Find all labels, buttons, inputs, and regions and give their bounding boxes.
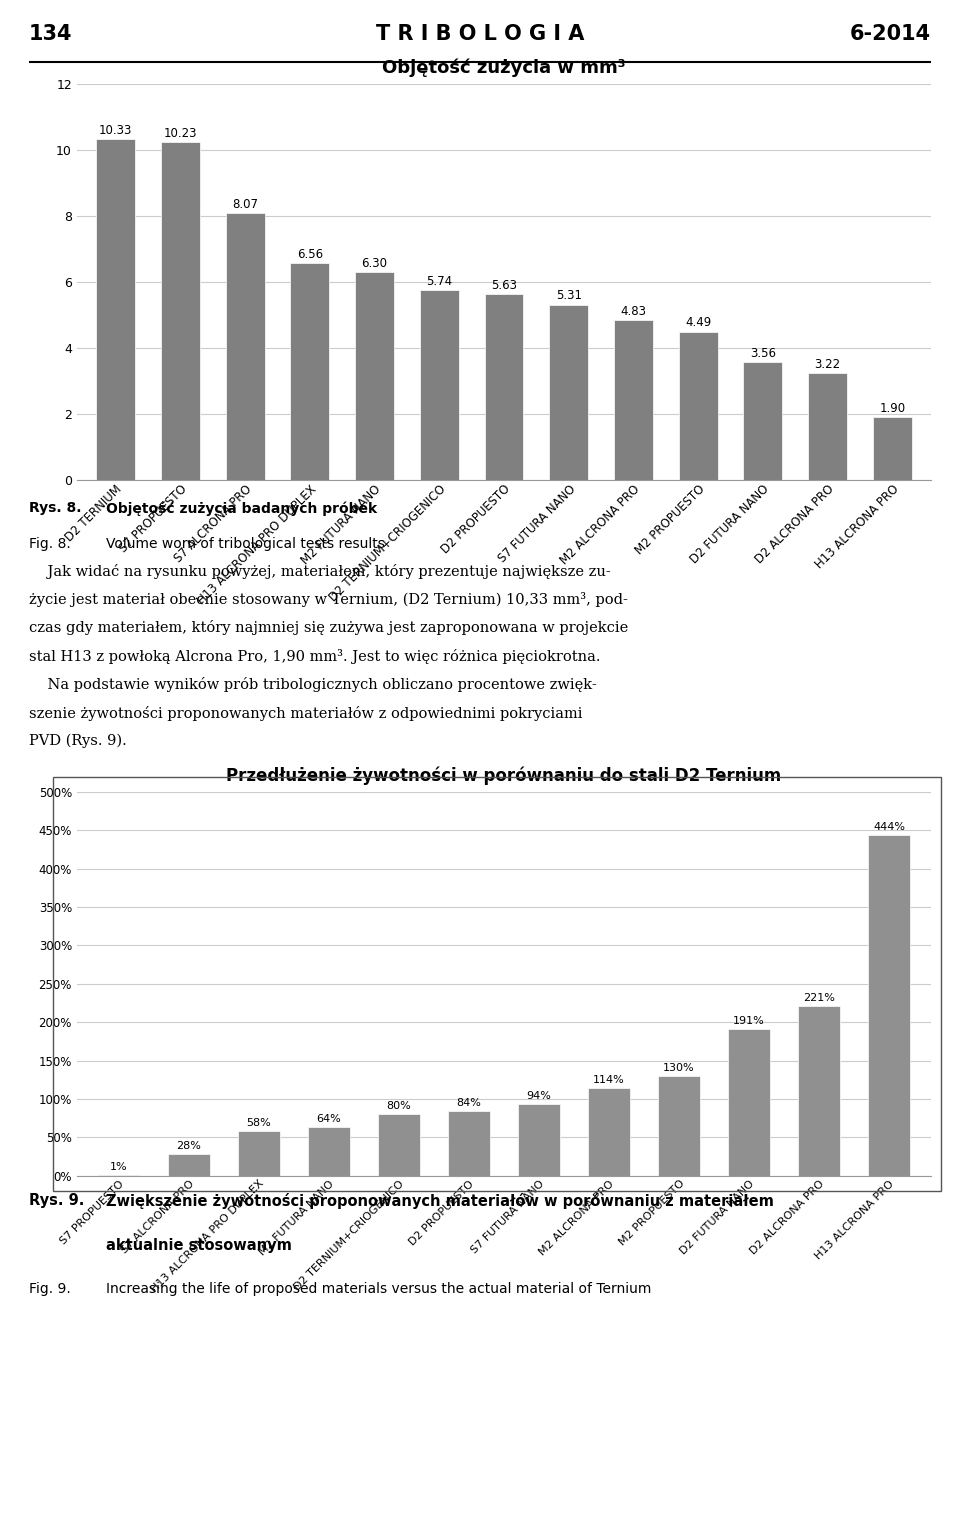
Text: stal H13 z powłoką Alcrona Pro, 1,90 mm³. Jest to więc różnica pięciokrotna.: stal H13 z powłoką Alcrona Pro, 1,90 mm³…	[29, 649, 600, 664]
Bar	[518, 1104, 560, 1176]
Bar	[873, 417, 912, 480]
Text: 5.31: 5.31	[556, 289, 582, 302]
Bar	[290, 263, 329, 480]
Text: 5.74: 5.74	[426, 276, 452, 288]
Text: 191%: 191%	[733, 1016, 765, 1027]
Bar	[226, 213, 265, 480]
Bar	[798, 1007, 840, 1176]
Text: 130%: 130%	[663, 1063, 695, 1072]
Text: Zwiększenie żywotności proponowanych materiałów w porównaniu z materiałem: Zwiększenie żywotności proponowanych mat…	[106, 1193, 774, 1209]
Text: 6-2014: 6-2014	[850, 23, 931, 44]
Bar	[614, 320, 653, 480]
Title: Przedłużenie żywotności w porównaniu do stali D2 Ternium: Przedłużenie żywotności w porównaniu do …	[227, 766, 781, 784]
Text: Fig. 8.: Fig. 8.	[29, 536, 70, 551]
Text: 4.49: 4.49	[685, 317, 711, 329]
Text: Na podstawie wyników prób tribologicznych obliczano procentowe zwięk-: Na podstawie wyników prób tribologicznyc…	[29, 678, 596, 693]
Text: 58%: 58%	[247, 1118, 272, 1129]
Text: 10.23: 10.23	[163, 126, 197, 140]
Text: 1.90: 1.90	[879, 402, 905, 414]
Text: życie jest materiał obecnie stosowany w Ternium, (D2 Ternium) 10,33 mm³, pod-: życie jest materiał obecnie stosowany w …	[29, 592, 628, 608]
Title: Objętość zużycia w mm³: Objętość zużycia w mm³	[382, 58, 626, 76]
Bar	[308, 1127, 350, 1176]
Bar	[549, 305, 588, 480]
Bar	[485, 294, 523, 480]
Bar	[868, 835, 910, 1176]
Bar	[420, 291, 459, 480]
Text: 134: 134	[29, 23, 72, 44]
Text: Rys. 9.: Rys. 9.	[29, 1193, 84, 1208]
Text: 10.33: 10.33	[99, 123, 132, 137]
Text: aktualnie stosowanym: aktualnie stosowanym	[106, 1238, 292, 1253]
Text: T R I B O L O G I A: T R I B O L O G I A	[375, 23, 585, 44]
Bar	[378, 1115, 420, 1176]
Bar	[588, 1089, 630, 1176]
Bar	[161, 142, 200, 480]
Text: 444%: 444%	[874, 822, 905, 832]
Bar	[96, 139, 135, 480]
Bar	[808, 373, 847, 480]
Text: czas gdy materiałem, który najmniej się zużywa jest zaproponowana w projekcie: czas gdy materiałem, który najmniej się …	[29, 620, 628, 635]
Text: 94%: 94%	[527, 1090, 551, 1101]
Bar	[658, 1075, 700, 1176]
Text: Objętość zużycia badanych próbek: Objętość zużycia badanych próbek	[106, 501, 376, 516]
Text: 221%: 221%	[804, 993, 835, 1004]
Text: Increasing the life of proposed materials versus the actual material of Ternium: Increasing the life of proposed material…	[106, 1282, 651, 1296]
Text: 114%: 114%	[593, 1075, 625, 1086]
Text: 4.83: 4.83	[620, 305, 646, 318]
Text: 80%: 80%	[387, 1101, 411, 1112]
Text: 3.22: 3.22	[815, 358, 841, 372]
Text: 1%: 1%	[110, 1162, 128, 1171]
Text: Fig. 9.: Fig. 9.	[29, 1282, 70, 1296]
Text: 6.30: 6.30	[362, 256, 388, 270]
Text: 6.56: 6.56	[297, 248, 323, 260]
Text: 8.07: 8.07	[232, 198, 258, 212]
Text: 64%: 64%	[317, 1113, 342, 1124]
Text: szenie żywotności proponowanych materiałów z odpowiednimi pokryciami: szenie żywotności proponowanych materiał…	[29, 705, 583, 720]
Text: 28%: 28%	[177, 1141, 202, 1151]
Text: Volume worn of tribological tests results: Volume worn of tribological tests result…	[106, 536, 384, 551]
Bar	[679, 332, 717, 480]
Text: Jak widać na rysunku powyżej, materiałem, który prezentuje największe zu-: Jak widać na rysunku powyżej, materiałem…	[29, 564, 611, 579]
Bar	[238, 1132, 280, 1176]
Text: PVD (Rys. 9).: PVD (Rys. 9).	[29, 734, 127, 748]
Bar	[448, 1112, 490, 1176]
Bar	[743, 362, 782, 480]
Text: Rys. 8.: Rys. 8.	[29, 501, 82, 515]
Bar	[355, 271, 394, 480]
Bar	[168, 1154, 210, 1176]
Text: 3.56: 3.56	[750, 347, 776, 359]
Bar	[728, 1030, 770, 1176]
Text: 5.63: 5.63	[491, 279, 517, 292]
Text: 84%: 84%	[457, 1098, 481, 1109]
